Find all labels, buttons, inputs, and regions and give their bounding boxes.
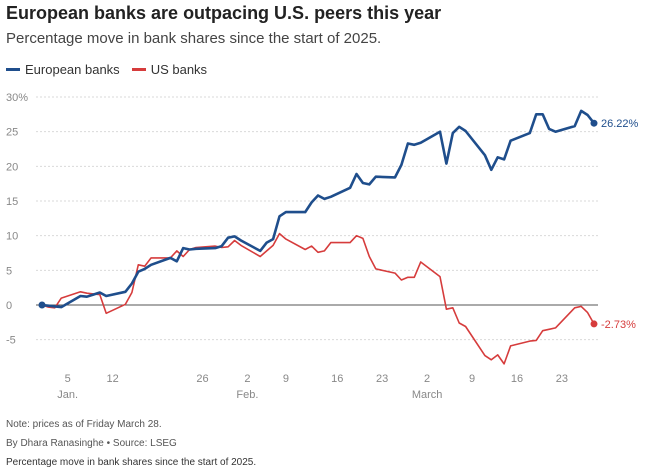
y-tick-label: -5 <box>6 335 16 347</box>
y-tick-label: 0 <box>6 300 12 312</box>
x-tick-label: 12 <box>106 373 118 385</box>
x-month-label: Jan. <box>57 389 78 401</box>
x-tick-label: 23 <box>376 373 388 385</box>
x-tick-label: 16 <box>331 373 343 385</box>
x-month-label: March <box>412 389 443 401</box>
y-tick-label: 5 <box>6 265 12 277</box>
chart-title: European banks are outpacing U.S. peers … <box>6 3 442 23</box>
y-tick-label: 15 <box>6 196 18 208</box>
x-tick-label: 26 <box>196 373 208 385</box>
x-tick-label: 2 <box>424 373 430 385</box>
x-tick-label: 2 <box>244 373 250 385</box>
x-month-label: Feb. <box>236 389 258 401</box>
x-tick-label: 5 <box>65 373 71 385</box>
end-label-european-banks: 26.22% <box>601 118 639 130</box>
y-tick-label: 10 <box>6 231 18 243</box>
x-tick-label: 9 <box>283 373 289 385</box>
chart-legend: European banks US banks <box>6 62 207 77</box>
footer-caption: Percentage move in bank shares since the… <box>6 457 257 468</box>
legend-item-european-banks: European banks <box>6 62 120 77</box>
y-tick-label: 30% <box>6 92 28 104</box>
y-tick-label: 20 <box>6 161 18 173</box>
end-point-us-banks <box>590 320 598 328</box>
legend-item-us-banks: US banks <box>131 62 208 77</box>
series-line-us-banks <box>41 232 595 365</box>
footer-note: Note: prices as of Friday March 28. <box>6 419 162 430</box>
y-tick-label: 25 <box>6 127 18 139</box>
legend-swatch-european-banks <box>6 68 20 71</box>
footer-byline: By Dhara Ranasinghe • Source: LSEG <box>6 438 177 449</box>
legend-swatch-us-banks <box>131 68 146 71</box>
end-label-us-banks: -2.73% <box>601 319 636 331</box>
x-tick-label: 9 <box>469 373 475 385</box>
x-tick-label: 16 <box>511 373 523 385</box>
x-tick-label: 23 <box>556 373 568 385</box>
legend-label-us-banks: US banks <box>150 62 208 77</box>
chart-subtitle: Percentage move in bank shares since the… <box>6 30 382 47</box>
start-point <box>38 301 46 309</box>
legend-label-european-banks: European banks <box>25 62 120 77</box>
end-point-european-banks <box>590 119 598 127</box>
series-line-european-banks <box>40 109 596 309</box>
